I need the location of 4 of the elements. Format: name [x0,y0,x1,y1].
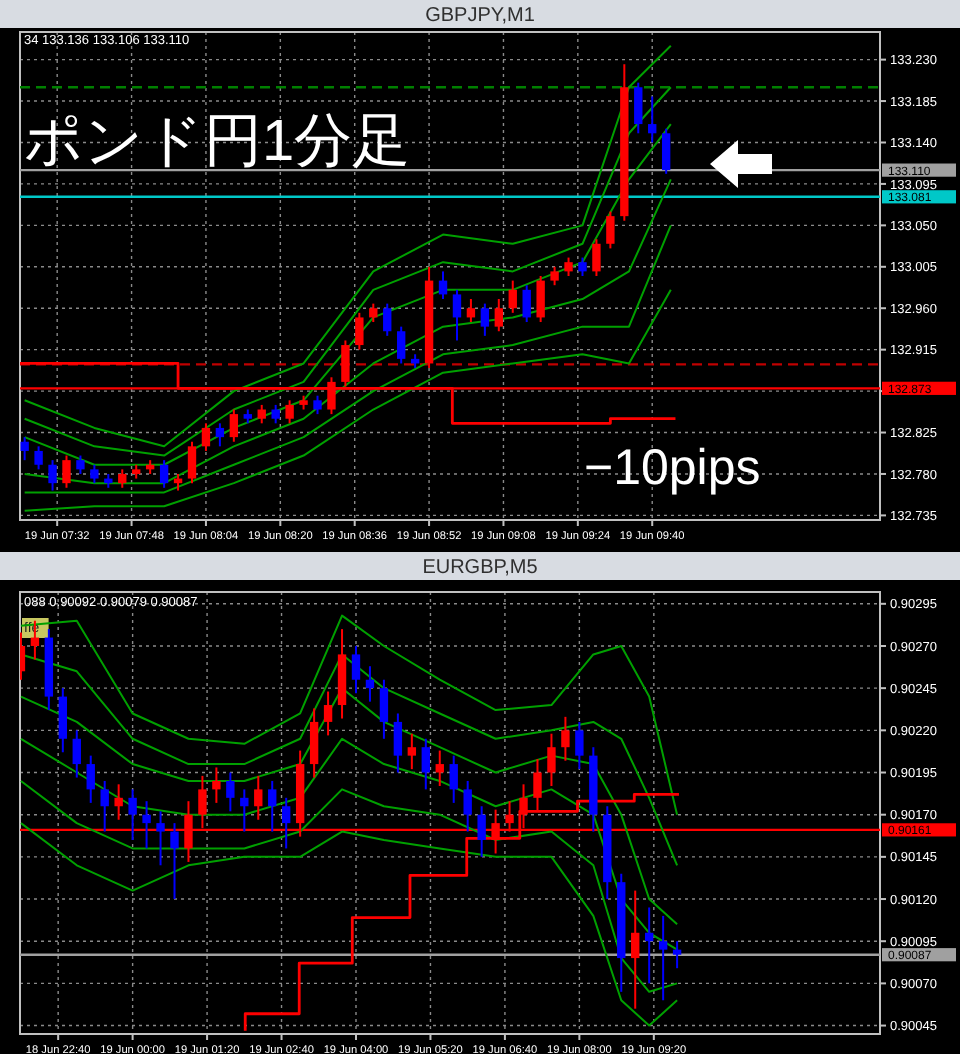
chart-title: EURGBP,M5 [422,557,539,579]
annotation: ポンド円1分足 [24,110,411,174]
chart-title: GBPJPY,M1 [425,5,536,27]
annotation: −10pips [584,440,761,496]
